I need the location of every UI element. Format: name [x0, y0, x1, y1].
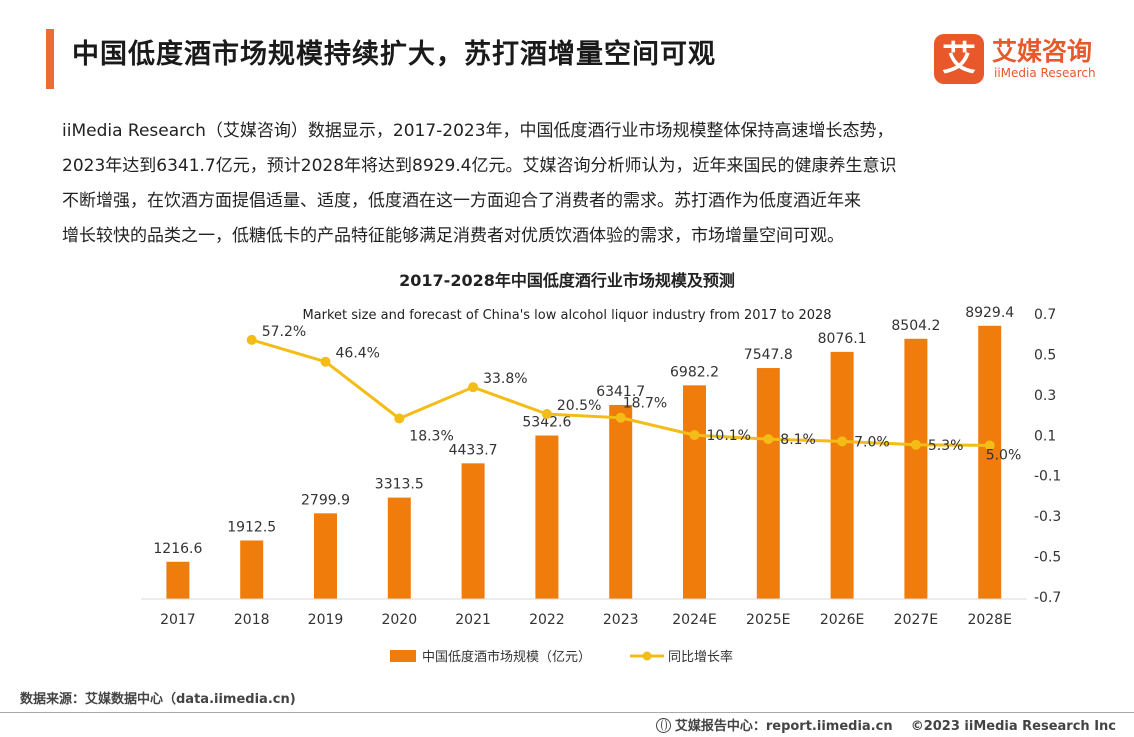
brand-logo: 艾 艾媒咨询 iiMedia Research	[934, 32, 1124, 88]
x-tick-label: 2019	[308, 612, 344, 628]
growth-value-label: 33.8%	[483, 371, 527, 387]
summary-line: 2023年达到6341.7亿元，预计2028年将达到8929.4亿元。艾媒咨询分…	[62, 156, 897, 176]
x-tick-label: 2017	[160, 612, 196, 628]
bar-value-label: 1912.5	[227, 519, 276, 535]
footer-info: 艾媒报告中心：report.iimedia.cn ©2023 iiMedia R…	[655, 715, 1116, 734]
bar-value-label: 4433.7	[449, 442, 498, 458]
chart-legend: 中国低度酒市场规模（亿元） 同比增长率	[390, 649, 733, 665]
summary-paragraph: iiMedia Research（艾媒咨询）数据显示，2017-2023年，中国…	[62, 114, 1092, 254]
growth-value-label: 10.1%	[707, 428, 751, 444]
growth-point	[910, 439, 921, 450]
bar	[756, 368, 780, 599]
x-tick-label: 2027E	[894, 612, 938, 628]
bar	[240, 540, 264, 599]
x-tick-label: 2028E	[967, 612, 1011, 628]
bar	[683, 385, 706, 599]
growth-value-label: 20.5%	[557, 398, 601, 414]
right-y-tick-label: -0.3	[1034, 509, 1061, 525]
x-tick-label: 2025E	[746, 612, 790, 628]
right-y-tick-label: 0.3	[1034, 388, 1056, 404]
growth-value-label: 57.2%	[262, 324, 306, 340]
right-y-tick-label: -0.1	[1034, 469, 1061, 485]
logo-name-en: iiMedia Research	[994, 66, 1096, 80]
market-size-chart: 2017-2028年中国低度酒行业市场规模及预测 Market size and…	[141, 271, 1061, 665]
page-title: 中国低度酒市场规模持续扩大，苏打酒增量空间可观	[72, 39, 716, 70]
right-y-tick-label: 0.5	[1034, 347, 1056, 363]
x-tick-label: 2023	[603, 612, 639, 628]
globe-icon	[655, 718, 671, 733]
bar-value-label: 6982.2	[670, 364, 719, 380]
x-tick-label: 2018	[234, 612, 270, 628]
bar	[904, 338, 928, 599]
right-y-tick-label: 0.1	[1034, 428, 1056, 444]
bar-value-label: 5342.6	[522, 415, 571, 431]
report-center-link[interactable]: 艾媒报告中心：report.iimedia.cn	[674, 719, 893, 734]
growth-point	[615, 412, 626, 423]
data-source: 数据来源：艾媒数据中心（data.iimedia.cn)	[20, 692, 296, 707]
growth-value-label: 18.3%	[409, 429, 453, 445]
summary-line: 不断增强，在饮酒方面提倡适量、适度，低度酒在这一方面迎合了消费者的需求。苏打酒作…	[62, 191, 861, 211]
chart-title: 2017-2028年中国低度酒行业市场规模及预测	[399, 271, 735, 290]
growth-point	[689, 430, 700, 441]
x-tick-label: 2020	[381, 612, 417, 628]
growth-point	[468, 382, 479, 393]
bar	[535, 435, 559, 599]
x-tick-label: 2026E	[820, 612, 864, 628]
x-axis: 2017 2018 2019 2020 2021 2022 2023 2024E 2025E 20…	[141, 598, 1027, 628]
bar	[166, 561, 190, 599]
right-y-tick-label: 0.7	[1034, 307, 1056, 323]
title-accent-bar	[46, 29, 54, 89]
bar	[461, 463, 485, 599]
footer-divider	[0, 712, 1134, 713]
legend-bar-swatch	[390, 650, 416, 662]
bar	[314, 513, 337, 599]
x-tick-label: 2024E	[672, 612, 716, 628]
legend-line-label: 同比增长率	[668, 649, 733, 665]
bar-value-label: 8929.4	[965, 305, 1014, 321]
growth-point	[320, 356, 331, 367]
growth-value-label: 18.7%	[623, 396, 667, 412]
right-y-axis: 0.7 0.5 0.3 0.1 -0.1 -0.3 -0.5 -0.7	[1034, 307, 1061, 606]
growth-point	[541, 409, 552, 420]
growth-point	[246, 334, 257, 345]
chart-subtitle: Market size and forecast of China's low …	[302, 308, 831, 323]
bar-value-label: 3313.5	[375, 477, 424, 493]
bar-value-label: 7547.8	[744, 347, 793, 363]
bar-series: 1216.6 1912.5 2799.9 3313.5 4433.7 5342.6 6341…	[153, 305, 1014, 599]
bar-value-label: 8076.1	[818, 331, 867, 347]
x-tick-label: 2022	[529, 612, 565, 628]
legend-bar-label: 中国低度酒市场规模（亿元）	[422, 649, 591, 665]
growth-value-label: 5.0%	[986, 447, 1022, 463]
bar	[609, 404, 633, 599]
copyright: ©2023 iiMedia Research Inc	[910, 719, 1116, 734]
growth-point	[837, 436, 848, 447]
bar	[978, 325, 1002, 599]
summary-line: 增长较快的品类之一，低糖低卡的产品特征能够满足消费者对优质饮酒体验的需求，市场增…	[62, 226, 844, 246]
growth-value-label: 8.1%	[780, 432, 816, 448]
growth-value-label: 5.3%	[928, 438, 964, 454]
bar-value-label: 8504.2	[891, 318, 940, 334]
bar-value-label: 6341.7	[596, 384, 645, 400]
logo-mark: 艾	[934, 34, 984, 84]
logo-name-cn: 艾媒咨询	[992, 37, 1093, 66]
right-y-tick-label: -0.5	[1034, 550, 1061, 566]
growth-value-label: 46.4%	[336, 346, 380, 362]
bar-value-label: 1216.6	[153, 541, 202, 557]
legend-line-marker	[642, 651, 652, 661]
summary-line: iiMedia Research（艾媒咨询）数据显示，2017-2023年，中国…	[62, 121, 894, 141]
growth-point	[394, 413, 405, 424]
right-y-tick-label: -0.7	[1034, 590, 1061, 606]
growth-point	[763, 434, 774, 445]
growth-value-label: 7.0%	[854, 434, 890, 450]
bar	[830, 351, 854, 599]
bar-value-label: 2799.9	[301, 492, 350, 508]
bar	[387, 497, 411, 599]
x-tick-label: 2021	[455, 612, 491, 628]
growth-line-series: 57.2% 46.4% 18.3% 33.8% 20.5% 18.7% 10.1% 8.1% 7…	[246, 324, 1022, 463]
growth-point	[984, 440, 995, 451]
